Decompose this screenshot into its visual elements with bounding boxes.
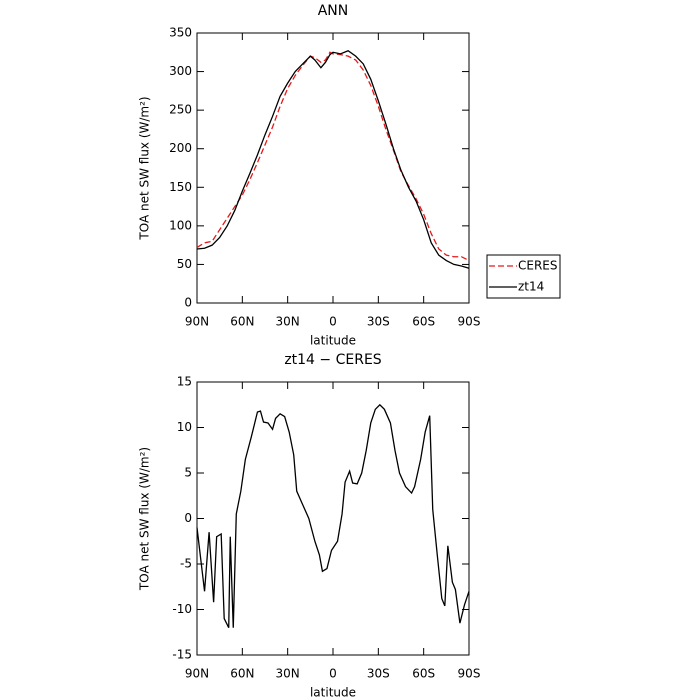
y-tick-label: 200 xyxy=(169,141,192,155)
y-tick-label: 250 xyxy=(169,103,192,117)
y-tick-label: 150 xyxy=(169,180,192,194)
y-tick-label: 350 xyxy=(169,26,192,40)
x-tick-label: 30S xyxy=(367,315,390,329)
legend-label: zt14 xyxy=(518,280,544,294)
data-line xyxy=(196,51,470,262)
x-tick-label: 0 xyxy=(329,315,337,329)
y-tick-label: -10 xyxy=(172,602,192,616)
x-tick-label: 90N xyxy=(185,667,209,681)
y-tick-label: -5 xyxy=(180,557,192,571)
y-axis-label: TOA net SW flux (W/m²) xyxy=(138,96,152,240)
y-axis-label: TOA net SW flux (W/m²) xyxy=(138,447,152,591)
data-line xyxy=(196,403,470,628)
x-tick-label: 60N xyxy=(230,315,254,329)
chart-title: zt14 − CERES xyxy=(284,352,381,368)
x-tick-label: 60N xyxy=(230,667,254,681)
y-tick-label: 0 xyxy=(184,296,192,310)
x-tick-label: 0 xyxy=(329,667,337,681)
x-tick-label: 30N xyxy=(276,315,300,329)
plot-frame xyxy=(196,32,470,304)
y-tick-label: 15 xyxy=(177,375,192,389)
x-tick-label: 90S xyxy=(458,667,481,681)
legend-box xyxy=(486,254,561,299)
x-tick-label: 60S xyxy=(412,667,435,681)
data-line xyxy=(196,50,470,269)
y-tick-label: 100 xyxy=(169,218,192,232)
x-tick-label: 30S xyxy=(367,667,390,681)
x-tick-label: 90N xyxy=(185,315,209,329)
x-tick-label: 60S xyxy=(412,315,435,329)
y-tick-label: 300 xyxy=(169,64,192,78)
chart-title: ANN xyxy=(318,3,349,19)
y-tick-label: 5 xyxy=(184,466,192,480)
legend-label: CERES xyxy=(518,259,558,273)
y-tick-label: 0 xyxy=(184,511,192,525)
y-tick-label: -15 xyxy=(172,648,192,662)
x-axis-label: latitude xyxy=(310,686,356,700)
x-axis-label: latitude xyxy=(310,334,356,348)
y-tick-label: 10 xyxy=(177,420,192,434)
y-tick-label: 50 xyxy=(177,257,192,271)
x-tick-label: 90S xyxy=(458,315,481,329)
x-tick-label: 30N xyxy=(276,667,300,681)
